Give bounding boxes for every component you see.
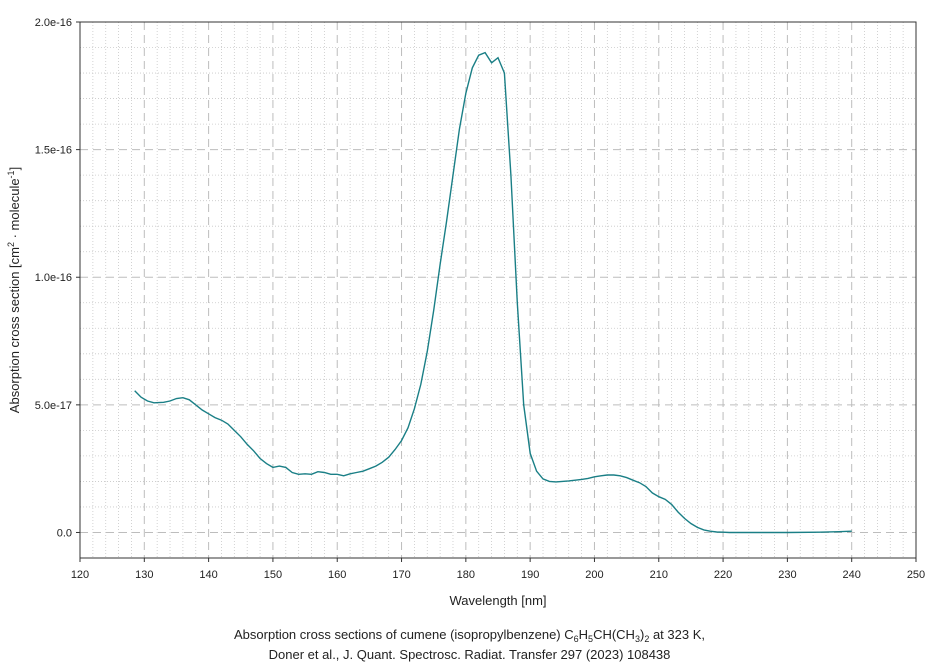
x-tick-label: 210 (650, 569, 668, 581)
x-tick-label: 250 (907, 569, 925, 581)
x-tick-label: 140 (199, 569, 217, 581)
caption-line-1: Absorption cross sections of cumene (iso… (234, 627, 705, 644)
x-tick-label: 240 (843, 569, 861, 581)
x-tick-label: 170 (392, 569, 410, 581)
x-tick-label: 150 (264, 569, 282, 581)
x-tick-label: 120 (71, 569, 89, 581)
x-tick-label: 230 (778, 569, 796, 581)
y-axis-label: Absorption cross section [cm2 · molecule… (6, 167, 22, 413)
y-tick-label: 5.0e-17 (35, 400, 72, 412)
minor-grid (80, 22, 916, 559)
x-tick-label: 160 (328, 569, 346, 581)
y-tick-label: 0.0 (57, 527, 72, 539)
axis-ticks: 120 130 140 150 160 170 180 190 200 210 220 230 240 2… (35, 17, 925, 581)
plot-frame (79, 21, 917, 559)
x-tick-label: 130 (135, 569, 153, 581)
caption-line-2: Doner et al., J. Quant. Spectrosc. Radia… (268, 647, 671, 662)
x-tick-label: 200 (585, 569, 603, 581)
spectrum-chart: 120 130 140 150 160 170 180 190 200 210 220 230 240 2… (6, 17, 925, 608)
y-tick-label: 2.0e-16 (35, 17, 72, 29)
x-tick-label: 190 (521, 569, 539, 581)
x-tick-label: 220 (714, 569, 732, 581)
series-line (134, 51, 852, 534)
major-grid (79, 21, 917, 558)
x-tick-label: 180 (457, 569, 475, 581)
x-axis-label: Wavelength [nm] (449, 593, 546, 608)
y-tick-label: 1.5e-16 (35, 145, 72, 157)
y-tick-label: 1.0e-16 (35, 272, 72, 284)
